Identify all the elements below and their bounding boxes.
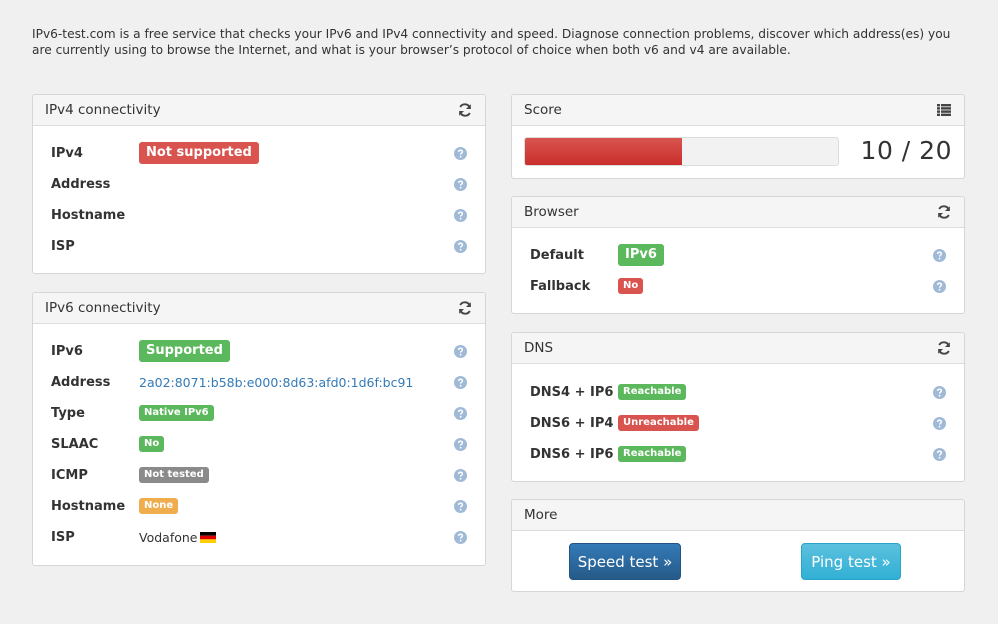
question-circle-icon[interactable]	[933, 280, 946, 293]
more-panel-header: More	[512, 500, 964, 531]
dns4-ip6-badge: Reachable	[618, 384, 687, 400]
refresh-icon[interactable]	[936, 204, 952, 220]
address-label: Address	[51, 374, 111, 390]
ipv6-slaac-row: SLAAC No	[51, 433, 467, 455]
question-circle-icon[interactable]	[454, 209, 467, 222]
browser-panel: Browser Default IPv6 Fallback No	[511, 196, 965, 314]
ipv6-icmp-row: ICMP Not tested	[51, 464, 467, 486]
question-circle-icon[interactable]	[933, 417, 946, 430]
hostname-label: Hostname	[51, 498, 126, 514]
score-panel: Score 10 / 20	[511, 94, 965, 179]
more-panel-title: More	[524, 507, 558, 523]
list-icon[interactable]	[936, 102, 952, 118]
ipv6-row: IPv6 Supported	[51, 340, 467, 362]
dns-panel-header: DNS	[512, 333, 964, 364]
status-badge: Not supported	[139, 142, 259, 164]
speed-test-button[interactable]: Speed test »	[569, 543, 681, 580]
isp-label: ISP	[51, 238, 75, 254]
refresh-icon[interactable]	[457, 300, 473, 316]
ipv6-type-row: Type Native IPv6	[51, 402, 467, 424]
hostname-label: Hostname	[51, 207, 126, 223]
question-circle-icon[interactable]	[933, 448, 946, 461]
question-circle-icon[interactable]	[454, 531, 467, 544]
dns-row: DNS4 + IP6 Reachable	[530, 381, 946, 403]
default-badge: IPv6	[618, 244, 664, 266]
ipv6-panel-header: IPv6 connectivity	[33, 293, 485, 324]
germany-flag-icon	[200, 531, 217, 543]
dns4-ip6-label: DNS4 + IP6	[530, 384, 614, 400]
question-circle-icon[interactable]	[454, 500, 467, 513]
dns-row: DNS6 + IP4 Unreachable	[530, 412, 946, 434]
icmp-badge: Not tested	[139, 467, 209, 483]
refresh-icon[interactable]	[936, 340, 952, 356]
question-circle-icon[interactable]	[454, 240, 467, 253]
dns6-ip6-badge: Reachable	[618, 446, 687, 462]
ipv4-panel-title: IPv4 connectivity	[45, 102, 161, 118]
dns6-ip6-label: DNS6 + IP6	[530, 446, 614, 462]
refresh-icon[interactable]	[457, 102, 473, 118]
ipv6-address-link[interactable]: 2a02:8071:b58b:e000:8d63:afd0:1d6f:bc91	[139, 374, 414, 390]
ipv4-panel-header: IPv4 connectivity	[33, 95, 485, 126]
isp-label: ISP	[51, 529, 75, 545]
ipv6-panel-title: IPv6 connectivity	[45, 300, 161, 316]
question-circle-icon[interactable]	[454, 376, 467, 389]
question-circle-icon[interactable]	[933, 386, 946, 399]
browser-default-row: Default IPv6	[530, 244, 946, 266]
ipv4-row: IPv4 Not supported	[51, 142, 467, 164]
hostname-badge: None	[139, 498, 179, 514]
ipv4-address-row: Address	[51, 173, 467, 195]
question-circle-icon[interactable]	[454, 407, 467, 420]
ipv6-address-row: Address 2a02:8071:b58b:e000:8d63:afd0:1d…	[51, 371, 467, 393]
intro-text: IPv6-test.com is a free service that che…	[32, 27, 951, 57]
dns-panel: DNS DNS4 + IP6 Reachable DNS6 + IP4 Unre…	[511, 332, 965, 482]
type-label: Type	[51, 405, 85, 421]
type-badge: Native IPv6	[139, 405, 214, 421]
dns6-ip4-badge: Unreachable	[618, 415, 699, 431]
score-panel-title: Score	[524, 102, 562, 118]
score-value: 10 / 20	[860, 136, 952, 165]
address-label: Address	[51, 176, 111, 192]
browser-fallback-row: Fallback No	[530, 275, 946, 297]
ipv6-hostname-row: Hostname None	[51, 495, 467, 517]
ipv6-label: IPv6	[51, 343, 83, 359]
ipv6-panel: IPv6 connectivity IPv6 Supported Address…	[32, 292, 486, 566]
browser-panel-title: Browser	[524, 204, 579, 220]
score-progress-fill	[525, 138, 682, 165]
ping-test-button[interactable]: Ping test »	[801, 543, 901, 580]
fallback-label: Fallback	[530, 278, 591, 294]
browser-panel-header: Browser	[512, 197, 964, 228]
ipv4-hostname-row: Hostname	[51, 204, 467, 226]
score-progress-bar	[524, 137, 839, 166]
default-label: Default	[530, 247, 584, 263]
question-circle-icon[interactable]	[454, 469, 467, 482]
more-panel: More Speed test » Ping test »	[511, 499, 965, 592]
question-circle-icon[interactable]	[454, 438, 467, 451]
ipv4-isp-row: ISP	[51, 235, 467, 257]
dns-panel-title: DNS	[524, 340, 554, 356]
slaac-label: SLAAC	[51, 436, 99, 452]
ipv6-isp-row: ISP Vodafone	[51, 526, 467, 548]
status-badge: Supported	[139, 340, 230, 362]
fallback-badge: No	[618, 278, 644, 294]
isp-value: Vodafone	[139, 529, 198, 545]
question-circle-icon[interactable]	[454, 345, 467, 358]
icmp-label: ICMP	[51, 467, 88, 483]
ipv4-label: IPv4	[51, 145, 83, 161]
dns6-ip4-label: DNS6 + IP4	[530, 415, 614, 431]
score-panel-header: Score	[512, 95, 964, 126]
ipv4-panel: IPv4 connectivity IPv4 Not supported Add…	[32, 94, 486, 274]
question-circle-icon[interactable]	[454, 147, 467, 160]
question-circle-icon[interactable]	[454, 178, 467, 191]
question-circle-icon[interactable]	[933, 249, 946, 262]
dns-row: DNS6 + IP6 Reachable	[530, 443, 946, 465]
slaac-badge: No	[139, 436, 165, 452]
